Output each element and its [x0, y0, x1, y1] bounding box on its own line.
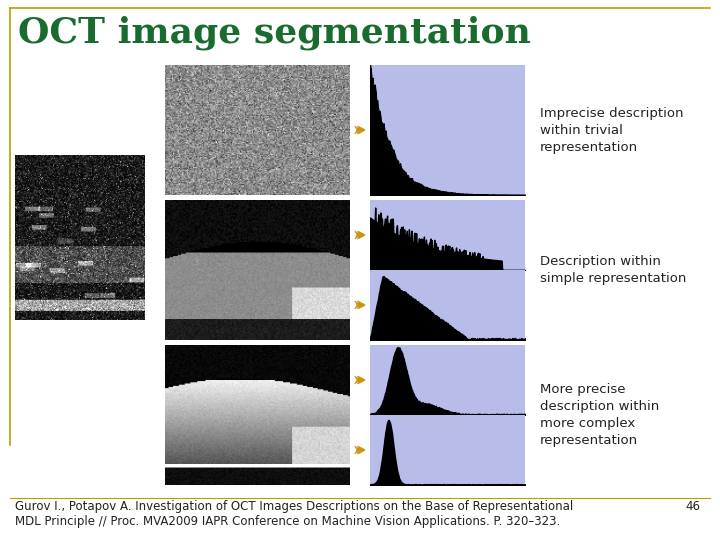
- Text: Imprecise description
within trivial
representation: Imprecise description within trivial rep…: [540, 106, 683, 153]
- Text: More precise
description within
more complex
representation: More precise description within more com…: [540, 383, 660, 447]
- Text: Gurov I., Potapov A. Investigation of OCT Images Descriptions on the Base of Rep: Gurov I., Potapov A. Investigation of OC…: [15, 500, 573, 528]
- Text: 46: 46: [685, 500, 700, 513]
- Text: Description within
simple representation: Description within simple representation: [540, 255, 686, 285]
- Text: OCT image segmentation: OCT image segmentation: [18, 15, 531, 50]
